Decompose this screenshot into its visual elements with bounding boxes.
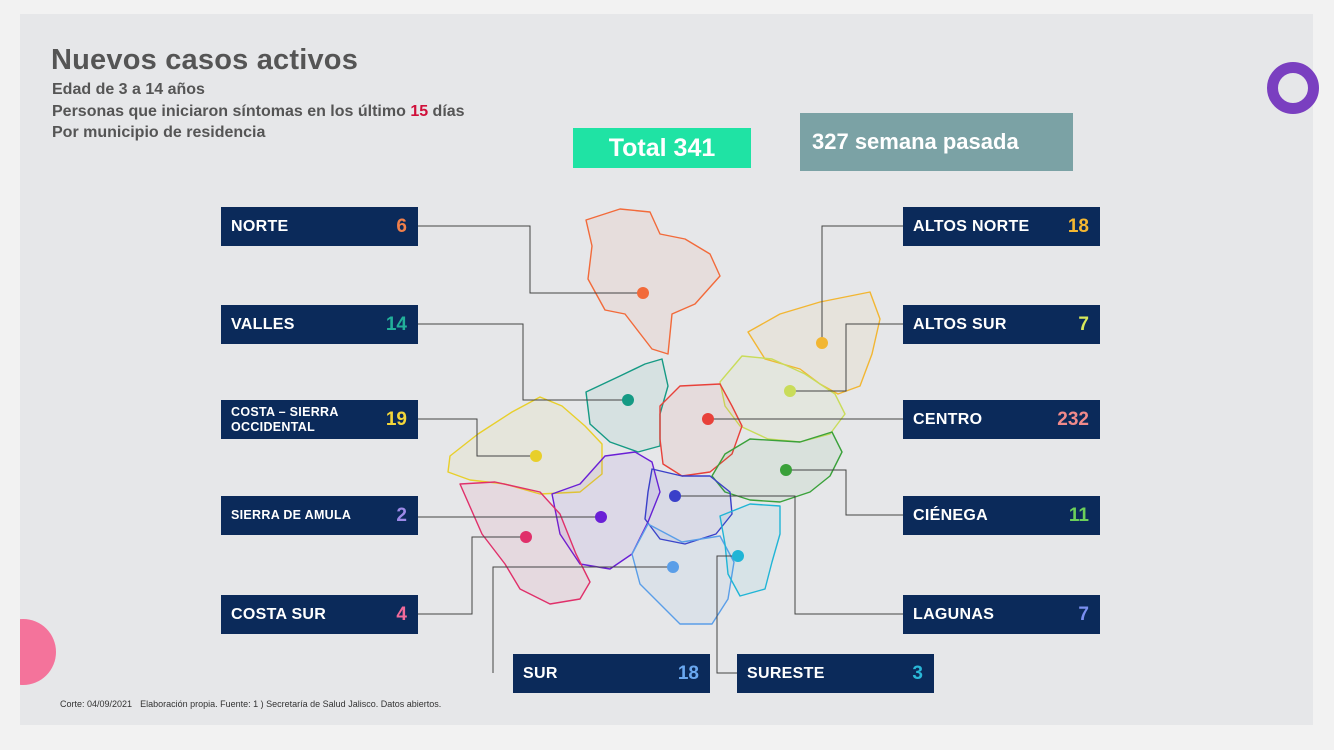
map-region-norte <box>585 208 721 355</box>
map-region-costa-sur <box>459 481 591 605</box>
region-name: VALLES <box>231 316 295 333</box>
region-dot-cienega <box>780 464 792 476</box>
region-dot-centro <box>702 413 714 425</box>
connector-valles <box>418 323 628 401</box>
total-badge: Total 341 <box>573 128 751 168</box>
map-region-sierra-de-amula <box>551 451 661 570</box>
region-dot-sur <box>667 561 679 573</box>
region-box-valles: VALLES 14 <box>221 305 418 344</box>
region-value: 7 <box>1078 603 1089 625</box>
region-value: 4 <box>396 603 407 625</box>
connector-sureste <box>716 555 738 674</box>
region-dot-altos-norte <box>816 337 828 349</box>
map-dots <box>520 287 828 573</box>
region-dot-costa-sur <box>520 531 532 543</box>
region-dot-altos-sur <box>784 385 796 397</box>
subtitle-days-number: 15 <box>410 103 429 120</box>
previous-week-badge: 327 semana pasada <box>800 113 1073 171</box>
connector-cienega <box>786 469 903 516</box>
region-dot-valles <box>622 394 634 406</box>
connector-costa-sur <box>418 536 526 615</box>
footer-date: Corte: 04/09/2021 <box>60 699 133 709</box>
jalisco-region-map <box>418 208 903 674</box>
connector-sur <box>492 566 673 673</box>
region-box-norte: NORTE 6 <box>221 207 418 246</box>
subtitle-age: Edad de 3 a 14 años <box>52 81 205 98</box>
region-name: SUR <box>523 665 558 682</box>
region-name: SURESTE <box>747 665 825 682</box>
region-name: COSTA – SIERRA OCCIDENTAL <box>231 404 339 434</box>
region-name: COSTA SUR <box>231 606 327 623</box>
map-region-altos-norte <box>747 291 881 395</box>
map-region-sur <box>631 523 735 625</box>
region-value: 2 <box>396 504 407 526</box>
footer: Corte: 04/09/2021 Elaboración propia. Fue… <box>60 699 449 709</box>
region-dot-lagunas <box>669 490 681 502</box>
region-box-sierra-de-amula: SIERRA DE AMULA 2 <box>221 496 418 535</box>
region-name: NORTE <box>231 218 289 235</box>
region-value: 18 <box>677 662 699 684</box>
region-value: 232 <box>1057 408 1089 430</box>
region-name: CENTRO <box>913 411 983 428</box>
region-value: 14 <box>385 313 407 335</box>
connector-altos-sur <box>790 323 903 392</box>
region-box-sureste: SURESTE 3 <box>737 654 934 693</box>
connector-norte <box>418 225 643 294</box>
map-region-cienega <box>711 431 843 503</box>
connector-costa-sierra-occidental <box>418 418 536 457</box>
map-connectors <box>418 225 903 674</box>
subtitle-period-prefix: Personas que iniciaron síntomas en los ú… <box>52 103 411 120</box>
purple-ring-decoration <box>1267 62 1319 114</box>
map-region-altos-sur <box>719 355 846 443</box>
connector-lagunas <box>675 495 903 615</box>
region-box-costa-sierra-occidental: COSTA – SIERRA OCCIDENTAL 19 <box>221 400 418 439</box>
region-value: 18 <box>1067 215 1089 237</box>
region-value: 11 <box>1068 504 1089 526</box>
region-value: 7 <box>1078 313 1089 335</box>
map-region-costa-sierra-occidental <box>447 396 603 495</box>
connector-altos-norte <box>821 225 903 343</box>
region-dot-norte <box>637 287 649 299</box>
region-box-altos-norte: ALTOS NORTE 18 <box>903 207 1100 246</box>
map-region-lagunas <box>644 468 733 545</box>
region-name: ALTOS NORTE <box>913 218 1030 235</box>
region-value: 19 <box>385 408 407 430</box>
region-value: 6 <box>396 215 407 237</box>
region-box-sur: SUR 18 <box>513 654 710 693</box>
region-name: ALTOS SUR <box>913 316 1007 333</box>
region-name: LAGUNAS <box>913 606 995 623</box>
region-dot-sureste <box>732 550 744 562</box>
map-regions <box>447 208 881 625</box>
region-box-altos-sur: ALTOS SUR 7 <box>903 305 1100 344</box>
map-region-centro <box>659 383 743 477</box>
subtitle-period: Personas que iniciaron síntomas en los ú… <box>52 103 465 121</box>
region-box-centro: CENTRO 232 <box>903 400 1100 439</box>
region-dot-costa-sierra-occidental <box>530 450 542 462</box>
region-name: SIERRA DE AMULA <box>231 508 352 522</box>
region-value: 3 <box>912 662 923 684</box>
footer-source: Elaboración propia. Fuente: 1 ) Secretar… <box>140 699 442 709</box>
region-box-cienega: CIÉNEGA 11 <box>903 496 1100 535</box>
page-title: Nuevos casos activos <box>51 44 359 76</box>
region-box-costa-sur: COSTA SUR 4 <box>221 595 418 634</box>
map-region-sureste <box>719 503 781 597</box>
subtitle-residence: Por municipio de residencia <box>52 124 266 141</box>
region-dot-sierra-de-amula <box>595 511 607 523</box>
region-box-lagunas: LAGUNAS 7 <box>903 595 1100 634</box>
region-name: CIÉNEGA <box>913 507 988 524</box>
slide: Nuevos casos activos Edad de 3 a 14 años… <box>20 14 1313 725</box>
subtitle-period-suffix: días <box>428 103 465 120</box>
